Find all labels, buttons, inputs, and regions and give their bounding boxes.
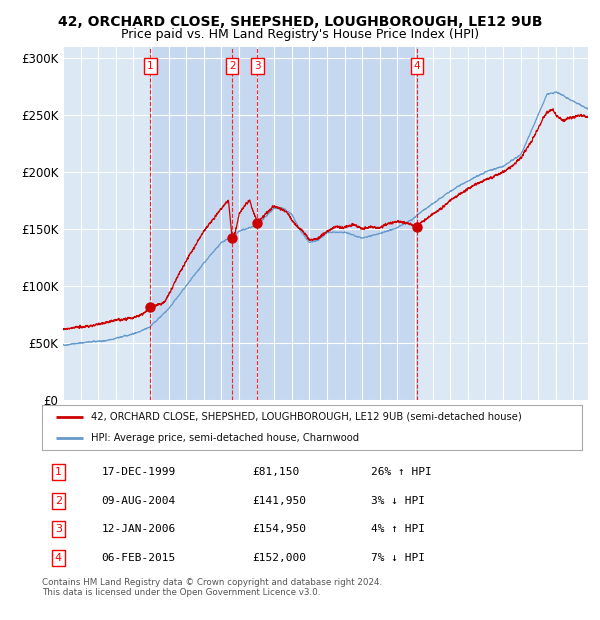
Bar bbox=[150, 46, 232, 400]
Bar bbox=[232, 46, 257, 400]
Text: £154,950: £154,950 bbox=[253, 524, 307, 534]
Text: 4: 4 bbox=[413, 61, 420, 71]
Text: 26% ↑ HPI: 26% ↑ HPI bbox=[371, 467, 432, 477]
Text: 06-FEB-2015: 06-FEB-2015 bbox=[101, 553, 176, 563]
Text: 4% ↑ HPI: 4% ↑ HPI bbox=[371, 524, 425, 534]
Text: 12-JAN-2006: 12-JAN-2006 bbox=[101, 524, 176, 534]
Text: 2: 2 bbox=[55, 496, 62, 506]
Text: 4: 4 bbox=[55, 553, 62, 563]
Text: 09-AUG-2004: 09-AUG-2004 bbox=[101, 496, 176, 506]
Text: 42, ORCHARD CLOSE, SHEPSHED, LOUGHBOROUGH, LE12 9UB (semi-detached house): 42, ORCHARD CLOSE, SHEPSHED, LOUGHBOROUG… bbox=[91, 412, 521, 422]
Text: 7% ↓ HPI: 7% ↓ HPI bbox=[371, 553, 425, 563]
Text: 2: 2 bbox=[229, 61, 235, 71]
Text: 1: 1 bbox=[55, 467, 62, 477]
Text: £152,000: £152,000 bbox=[253, 553, 307, 563]
Text: 42, ORCHARD CLOSE, SHEPSHED, LOUGHBOROUGH, LE12 9UB: 42, ORCHARD CLOSE, SHEPSHED, LOUGHBOROUG… bbox=[58, 16, 542, 30]
Text: 17-DEC-1999: 17-DEC-1999 bbox=[101, 467, 176, 477]
Text: Contains HM Land Registry data © Crown copyright and database right 2024.
This d: Contains HM Land Registry data © Crown c… bbox=[42, 578, 382, 597]
Text: 3: 3 bbox=[254, 61, 260, 71]
Text: £81,150: £81,150 bbox=[253, 467, 300, 477]
Text: 3% ↓ HPI: 3% ↓ HPI bbox=[371, 496, 425, 506]
Text: Price paid vs. HM Land Registry's House Price Index (HPI): Price paid vs. HM Land Registry's House … bbox=[121, 28, 479, 41]
Text: HPI: Average price, semi-detached house, Charnwood: HPI: Average price, semi-detached house,… bbox=[91, 433, 359, 443]
Bar bbox=[257, 46, 417, 400]
Text: 3: 3 bbox=[55, 524, 62, 534]
Text: £141,950: £141,950 bbox=[253, 496, 307, 506]
Text: 1: 1 bbox=[147, 61, 154, 71]
